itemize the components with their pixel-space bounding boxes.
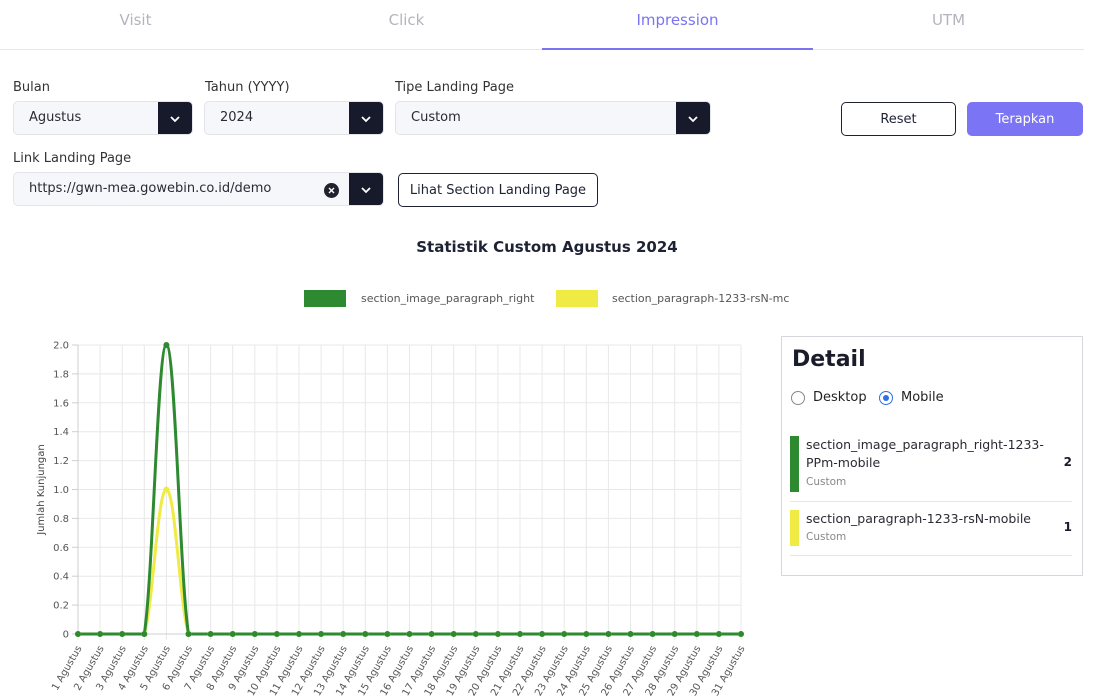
legend-label-series1[interactable]: section_image_paragraph_right — [361, 292, 535, 305]
link-select[interactable]: https://gwn-mea.gowebin.co.id/demo — [13, 172, 384, 206]
y-tick-label: 0.6 — [53, 543, 69, 554]
tab-visit[interactable]: Visit — [119, 11, 152, 29]
data-point-1 — [539, 631, 546, 637]
detail-item-count: 2 — [1063, 455, 1072, 469]
legend-label-series2[interactable]: section_paragraph-1233-rsN-mc — [612, 292, 790, 305]
data-point-1 — [185, 631, 192, 637]
chart-title: Statistik Custom Agustus 2024 — [416, 238, 678, 256]
data-point-1 — [340, 631, 347, 637]
detail-item-type: Custom — [806, 531, 847, 543]
bulan-label: Bulan — [13, 80, 50, 95]
data-point-1 — [693, 631, 700, 637]
radio-desktop[interactable] — [791, 391, 805, 405]
data-point-1 — [251, 631, 258, 637]
detail-item-type: Custom — [806, 476, 847, 488]
data-point-1 — [97, 631, 104, 637]
data-point-1 — [318, 631, 325, 637]
data-point-1 — [649, 631, 656, 637]
data-point-1 — [119, 631, 126, 637]
data-point-1 — [715, 631, 722, 637]
data-point-1 — [406, 631, 413, 637]
link-label: Link Landing Page — [13, 151, 132, 166]
clear-icon[interactable] — [324, 183, 339, 198]
data-point-1 — [163, 342, 170, 348]
data-point-1 — [141, 631, 148, 637]
detail-item-color-bar — [790, 510, 799, 546]
y-tick-label: 1.8 — [53, 369, 69, 380]
detail-item-count: 1 — [1063, 520, 1072, 534]
tipe-value: Custom — [411, 110, 461, 125]
data-point-1 — [75, 631, 81, 637]
tahun-label: Tahun (YYYY) — [205, 80, 290, 95]
bulan-select[interactable]: Agustus — [13, 101, 193, 135]
data-point-1 — [738, 631, 744, 637]
chevron-down-icon[interactable] — [349, 102, 383, 134]
y-tick-label: 2.0 — [53, 341, 69, 352]
view-sections-button[interactable]: Lihat Section Landing Page — [398, 173, 598, 207]
detail-item: section_image_paragraph_right-1233-PPm-m… — [790, 436, 1072, 502]
data-point-1 — [517, 631, 523, 637]
chevron-down-icon[interactable] — [676, 102, 710, 134]
data-point-1 — [296, 631, 302, 637]
data-point-1 — [362, 631, 369, 637]
tipe-label: Tipe Landing Page — [395, 80, 514, 95]
tahun-value: 2024 — [220, 110, 254, 125]
data-point-1 — [605, 631, 612, 637]
legend-swatch-series1[interactable] — [304, 290, 346, 307]
data-point-1 — [627, 631, 634, 637]
tipe-select[interactable]: Custom — [395, 101, 711, 135]
chevron-down-icon[interactable] — [158, 102, 192, 134]
detail-item-name: section_image_paragraph_right-1233-PPm-m… — [806, 437, 1044, 470]
y-tick-label: 0.2 — [53, 601, 69, 612]
y-tick-label: 1.2 — [53, 456, 69, 467]
detail-item: section_paragraph-1233-rsN-mobile Custom… — [790, 510, 1072, 556]
y-tick-label: 1.4 — [53, 427, 69, 438]
link-value: https://gwn-mea.gowebin.co.id/demo — [29, 181, 272, 196]
tab-impression[interactable]: Impression — [542, 0, 813, 50]
data-point-1 — [494, 631, 501, 637]
detail-title: Detail — [792, 347, 866, 372]
chevron-down-icon[interactable] — [349, 173, 383, 205]
tab-bar: Visit Click Impression UTM — [0, 0, 1084, 50]
data-point-1 — [583, 631, 590, 637]
y-tick-label: 1.6 — [53, 398, 69, 409]
data-point-1 — [671, 631, 678, 637]
bulan-value: Agustus — [29, 110, 82, 125]
data-point-1 — [472, 631, 479, 637]
y-tick-label: 0.8 — [53, 514, 69, 525]
reset-button[interactable]: Reset — [841, 102, 956, 136]
data-point-1 — [561, 631, 568, 637]
y-tick-label: 0.4 — [53, 572, 69, 583]
line-chart: 00.20.40.60.81.01.21.41.61.82.01 Agustus… — [36, 341, 748, 696]
data-point-1 — [229, 631, 236, 637]
y-tick-label: 0 — [63, 630, 69, 641]
tahun-select[interactable]: 2024 — [204, 101, 384, 135]
radio-mobile[interactable] — [879, 391, 893, 405]
data-point-1 — [273, 631, 280, 637]
legend-swatch-series2[interactable] — [556, 290, 598, 307]
data-point-1 — [384, 631, 391, 637]
data-point-1 — [428, 631, 435, 637]
radio-mobile-label[interactable]: Mobile — [901, 390, 944, 405]
radio-desktop-label[interactable]: Desktop — [813, 390, 867, 405]
tab-click[interactable]: Click — [388, 11, 425, 29]
tab-utm[interactable]: UTM — [931, 11, 966, 29]
data-point-1 — [450, 631, 457, 637]
detail-panel: Detail Desktop Mobile section_image_para… — [781, 336, 1083, 576]
detail-item-name: section_paragraph-1233-rsN-mobile — [806, 511, 1031, 526]
data-point-1 — [207, 631, 214, 637]
apply-button[interactable]: Terapkan — [967, 102, 1083, 136]
data-point-2 — [163, 486, 170, 493]
detail-item-color-bar — [790, 436, 799, 492]
y-tick-label: 1.0 — [53, 485, 69, 496]
y-axis-label: Jumlah Kunjungan — [36, 444, 47, 535]
